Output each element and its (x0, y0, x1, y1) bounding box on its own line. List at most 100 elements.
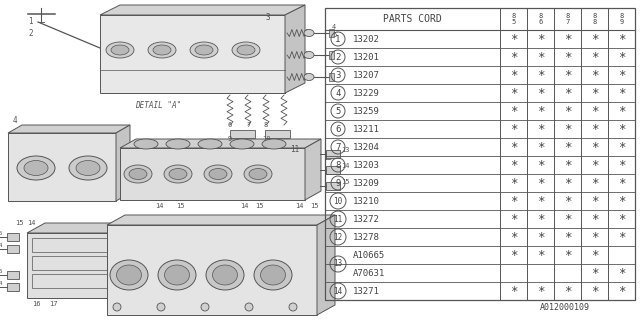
Ellipse shape (169, 169, 187, 180)
Text: *: * (618, 267, 625, 279)
Polygon shape (317, 215, 335, 315)
Text: *: * (509, 68, 517, 82)
Bar (7, 245, 19, 253)
Bar (7, 233, 19, 241)
Bar (326, 246, 499, 282)
Text: *: * (618, 230, 625, 244)
Ellipse shape (190, 42, 218, 58)
Text: 13210: 13210 (353, 196, 380, 205)
Text: *: * (509, 140, 517, 154)
Text: 14: 14 (295, 203, 303, 209)
Text: *: * (537, 195, 544, 207)
Ellipse shape (124, 165, 152, 183)
Text: 8: 8 (565, 12, 570, 19)
Ellipse shape (166, 139, 190, 149)
Polygon shape (27, 223, 130, 233)
Text: *: * (509, 86, 517, 100)
Text: 7: 7 (565, 20, 570, 26)
Text: A012000109: A012000109 (540, 303, 590, 312)
Text: 13271: 13271 (353, 286, 380, 295)
Text: 13259: 13259 (353, 107, 380, 116)
Ellipse shape (111, 45, 129, 55)
Ellipse shape (237, 45, 255, 55)
Text: *: * (618, 212, 625, 226)
Text: 14: 14 (0, 281, 3, 286)
Text: 11: 11 (290, 145, 300, 154)
Text: 2: 2 (335, 52, 340, 61)
Text: 13229: 13229 (353, 89, 380, 98)
Text: 15: 15 (310, 203, 319, 209)
Ellipse shape (304, 52, 314, 59)
Text: 1: 1 (335, 35, 340, 44)
Text: 9: 9 (620, 20, 623, 26)
Text: *: * (564, 230, 572, 244)
Text: 6: 6 (228, 122, 232, 128)
Text: *: * (591, 68, 598, 82)
Text: *: * (564, 195, 572, 207)
Bar (32, 238, 107, 252)
Text: 13203: 13203 (353, 161, 380, 170)
Text: *: * (509, 51, 517, 63)
Text: 7: 7 (246, 122, 250, 128)
Text: 12: 12 (323, 153, 332, 162)
Text: *: * (537, 105, 544, 117)
Ellipse shape (129, 169, 147, 180)
Ellipse shape (304, 29, 314, 36)
Bar (326, 166, 340, 174)
Text: 15: 15 (341, 179, 349, 185)
Text: 4: 4 (332, 24, 336, 30)
Text: *: * (591, 51, 598, 63)
Bar (326, 150, 340, 158)
Text: 13202: 13202 (353, 35, 380, 44)
Text: *: * (509, 123, 517, 135)
Text: *: * (509, 177, 517, 189)
Polygon shape (100, 15, 285, 93)
Bar (329, 51, 334, 59)
Ellipse shape (304, 74, 314, 81)
Text: *: * (509, 212, 517, 226)
Bar (230, 130, 255, 138)
Text: *: * (537, 177, 544, 189)
Text: *: * (537, 51, 544, 63)
Text: *: * (537, 230, 544, 244)
Text: *: * (591, 140, 598, 154)
Text: A70631: A70631 (353, 268, 385, 277)
Circle shape (245, 303, 253, 311)
Text: 15: 15 (176, 203, 184, 209)
Ellipse shape (17, 156, 55, 180)
Text: *: * (537, 212, 544, 226)
Text: *: * (591, 212, 598, 226)
Text: DETAIL "A": DETAIL "A" (135, 101, 181, 110)
Ellipse shape (134, 139, 158, 149)
Text: *: * (591, 158, 598, 172)
Ellipse shape (148, 42, 176, 58)
Text: 16: 16 (32, 301, 40, 307)
Text: *: * (564, 158, 572, 172)
Text: *: * (564, 284, 572, 298)
Ellipse shape (158, 260, 196, 290)
Text: *: * (537, 86, 544, 100)
Text: *: * (509, 249, 517, 261)
Text: *: * (591, 195, 598, 207)
Text: *: * (564, 51, 572, 63)
Text: 6: 6 (335, 124, 340, 133)
Polygon shape (27, 233, 112, 298)
Text: 6: 6 (538, 20, 543, 26)
Polygon shape (8, 125, 130, 133)
Text: *: * (591, 284, 598, 298)
Ellipse shape (249, 169, 267, 180)
Text: *: * (618, 177, 625, 189)
Text: *: * (564, 140, 572, 154)
Text: *: * (564, 33, 572, 45)
Text: *: * (618, 195, 625, 207)
Text: *: * (591, 86, 598, 100)
Text: 13: 13 (333, 260, 342, 268)
Ellipse shape (195, 45, 213, 55)
Text: *: * (564, 177, 572, 189)
Text: *: * (591, 249, 598, 261)
Circle shape (289, 303, 297, 311)
Text: *: * (618, 86, 625, 100)
Text: 14: 14 (27, 220, 35, 226)
Text: *: * (618, 51, 625, 63)
Circle shape (201, 303, 209, 311)
